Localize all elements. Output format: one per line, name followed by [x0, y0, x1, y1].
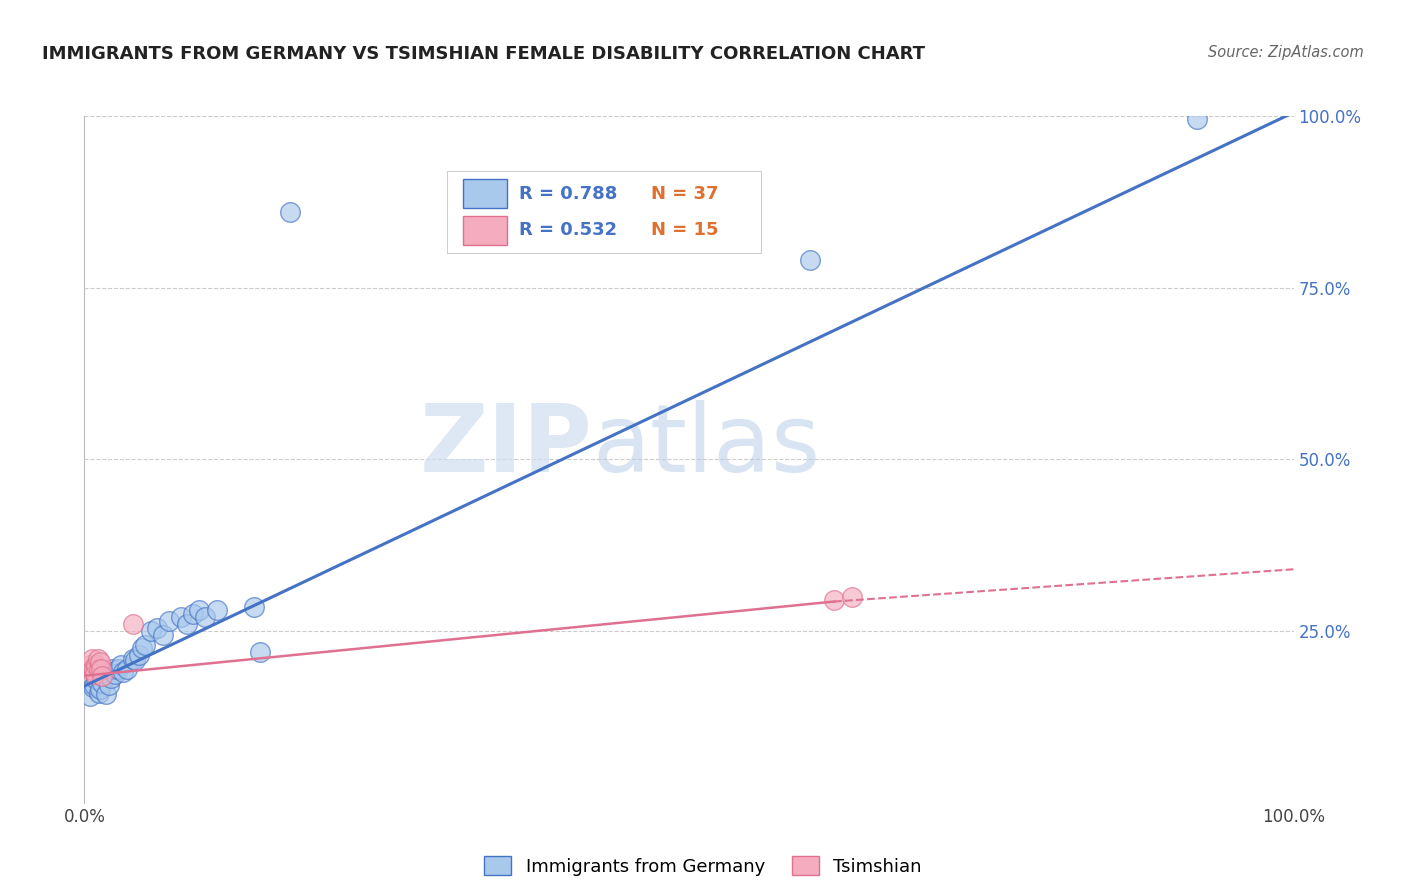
Point [121, 651, 143, 665]
Point [124, 653, 146, 667]
Text: atlas: atlas [592, 400, 821, 491]
Point [79, 690, 101, 704]
Point [94, 687, 117, 701]
Point [86, 651, 108, 665]
Point [194, 610, 217, 624]
Point [97, 678, 120, 692]
Point [181, 607, 204, 621]
Point [87, 662, 110, 676]
Point [249, 645, 271, 659]
Point [139, 624, 162, 639]
Text: R = 0.788: R = 0.788 [519, 185, 617, 202]
Point [146, 621, 169, 635]
Point [115, 662, 138, 676]
Point [242, 600, 264, 615]
Point [841, 590, 863, 604]
FancyBboxPatch shape [463, 216, 506, 245]
Text: N = 15: N = 15 [651, 221, 718, 239]
Point [104, 666, 127, 681]
Point [152, 627, 174, 641]
Point [83, 664, 105, 678]
Point [89, 682, 111, 697]
Point [188, 603, 211, 617]
Point [83, 678, 105, 692]
Point [157, 614, 180, 628]
Point [170, 610, 193, 624]
Point [77, 662, 100, 676]
Point [82, 681, 104, 695]
Point [207, 603, 229, 617]
Point [87, 686, 110, 700]
Text: ZIP: ZIP [419, 400, 592, 491]
Point [131, 641, 153, 656]
Point [101, 662, 124, 676]
Point [121, 617, 143, 632]
Legend: Immigrants from Germany, Tsimshian: Immigrants from Germany, Tsimshian [477, 849, 929, 883]
FancyBboxPatch shape [463, 179, 506, 208]
Point [80, 651, 103, 665]
Point [100, 671, 122, 685]
Point [128, 648, 150, 662]
Text: R = 0.532: R = 0.532 [519, 221, 617, 239]
Point [86, 672, 108, 686]
Text: Source: ZipAtlas.com: Source: ZipAtlas.com [1208, 45, 1364, 60]
Point [278, 205, 301, 219]
Point [110, 658, 132, 673]
Point [79, 658, 101, 673]
Point [107, 662, 129, 676]
Point [90, 662, 112, 676]
Point [82, 662, 104, 676]
Point [91, 669, 114, 683]
Point [176, 617, 198, 632]
Point [84, 666, 107, 681]
Point [86, 658, 108, 673]
Point [823, 593, 845, 607]
Point [91, 675, 114, 690]
Text: N = 37: N = 37 [651, 185, 718, 202]
Point [89, 655, 111, 669]
Point [1185, 112, 1208, 127]
Text: IMMIGRANTS FROM GERMANY VS TSIMSHIAN FEMALE DISABILITY CORRELATION CHART: IMMIGRANTS FROM GERMANY VS TSIMSHIAN FEM… [42, 45, 925, 62]
Point [112, 665, 135, 680]
Point [799, 253, 821, 268]
Point [91, 669, 114, 683]
Point [134, 638, 156, 652]
